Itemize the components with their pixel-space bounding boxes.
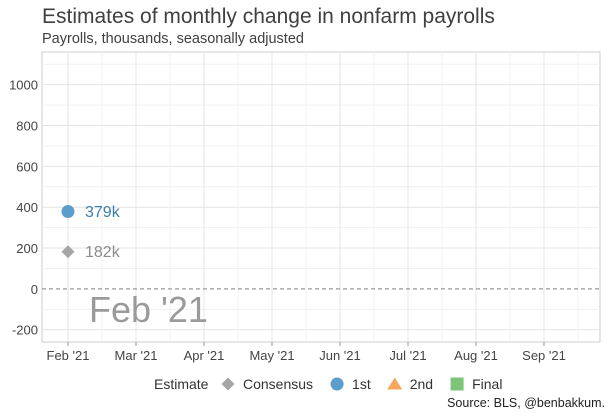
legend: Estimate Consensus 1st 2nd Final xyxy=(154,376,502,392)
point-label: 379k xyxy=(85,204,121,221)
x-tick-label: Sep '21 xyxy=(522,348,566,363)
annotation-layer: Feb '21 xyxy=(89,289,208,330)
x-tick-label: Jun '21 xyxy=(319,348,361,363)
legend-marker-1st xyxy=(330,377,344,391)
x-tick-label: Apr '21 xyxy=(184,348,225,363)
source-note: Source: BLS, @benbakkum. xyxy=(447,396,605,410)
y-tick-label: 400 xyxy=(16,200,38,215)
legend-title: Estimate xyxy=(154,376,209,392)
data-points xyxy=(61,205,75,259)
legend-label: Consensus xyxy=(243,376,313,392)
legend-marker-final xyxy=(450,377,464,391)
x-tick-label: Mar '21 xyxy=(115,348,158,363)
data-labels: 379k 182k xyxy=(85,204,121,261)
y-axis-ticks: 1000 800 600 400 200 0 -200 xyxy=(9,78,38,338)
x-axis-ticks: Feb '21 Mar '21 Apr '21 May '21 Jun '21 Jul '… xyxy=(47,342,566,363)
y-tick-label: 1000 xyxy=(9,78,38,93)
x-tick-label: Feb '21 xyxy=(47,348,90,363)
plot-background xyxy=(41,51,601,343)
y-tick-label: 600 xyxy=(16,159,38,174)
x-tick-label: May '21 xyxy=(249,348,294,363)
legend-marker-2nd xyxy=(387,377,403,390)
y-tick-label: 200 xyxy=(16,241,38,256)
chart-title: Estimates of monthly change in nonfarm p… xyxy=(42,5,495,28)
month-annotation: Feb '21 xyxy=(89,289,208,330)
legend-label: 2nd xyxy=(410,376,433,392)
legend-label: Final xyxy=(472,376,502,392)
point-consensus xyxy=(61,245,75,259)
legend-marker-consensus xyxy=(221,377,235,391)
point-label: 182k xyxy=(85,244,121,261)
y-tick-label: -200 xyxy=(12,323,38,338)
grid-lines xyxy=(42,52,600,342)
legend-label: 1st xyxy=(352,376,371,392)
x-tick-label: Aug '21 xyxy=(454,348,498,363)
chart-subtitle: Payrolls, thousands, seasonally adjusted xyxy=(42,31,304,47)
y-tick-label: 800 xyxy=(16,119,38,134)
point-1st xyxy=(61,205,75,218)
x-tick-label: Jul '21 xyxy=(389,348,426,363)
y-tick-label: 0 xyxy=(31,282,38,297)
